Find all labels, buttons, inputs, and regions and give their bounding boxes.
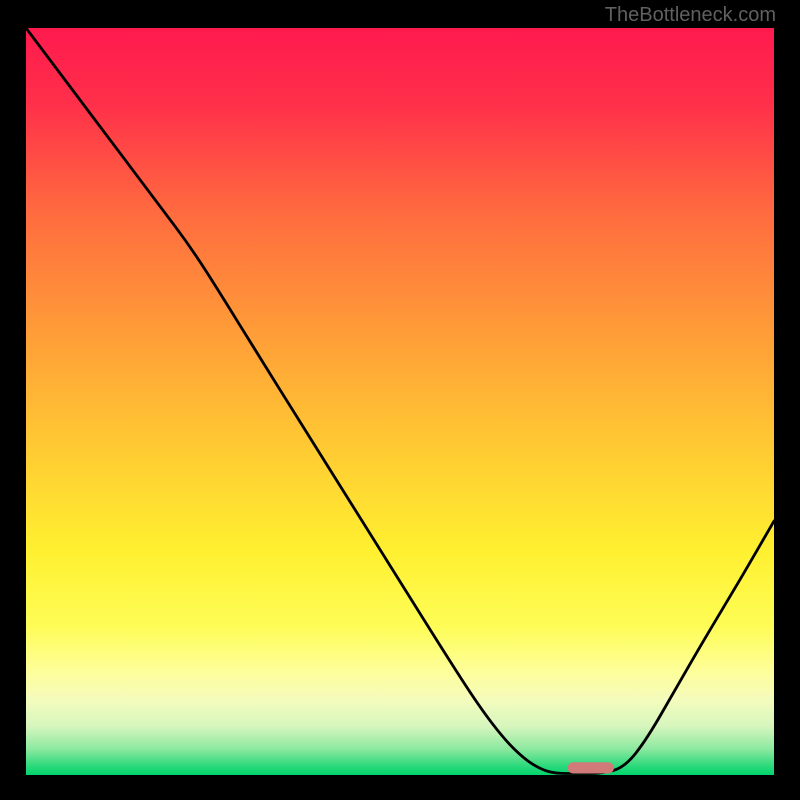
chart-svg: [26, 28, 774, 775]
marker-bar: [568, 762, 614, 773]
watermark-text: TheBottleneck.com: [605, 4, 776, 27]
chart-plot-area: [26, 28, 774, 775]
gradient-background: [26, 28, 774, 775]
